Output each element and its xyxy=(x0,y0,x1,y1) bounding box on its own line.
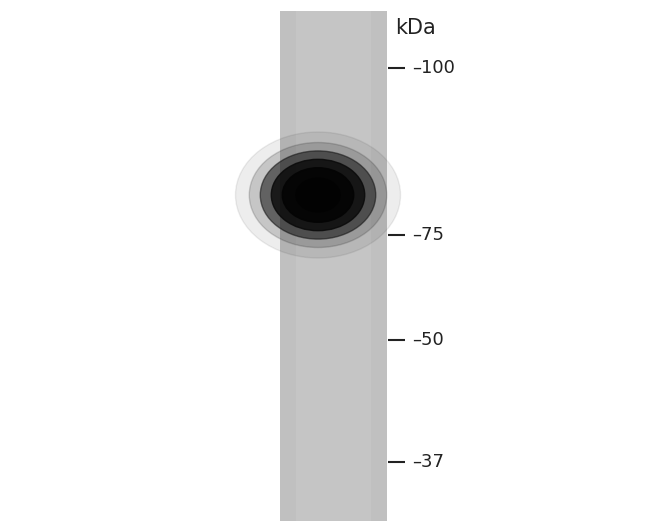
Ellipse shape xyxy=(282,168,354,222)
Bar xyxy=(280,11,387,521)
Ellipse shape xyxy=(249,143,387,247)
Text: kDa: kDa xyxy=(395,18,436,38)
Ellipse shape xyxy=(271,159,365,231)
Text: –37: –37 xyxy=(412,453,444,471)
Ellipse shape xyxy=(260,151,376,239)
Bar xyxy=(296,11,370,521)
Ellipse shape xyxy=(235,132,400,258)
Text: –100: –100 xyxy=(412,59,455,77)
Text: –50: –50 xyxy=(412,331,444,349)
Ellipse shape xyxy=(296,178,340,212)
Text: –75: –75 xyxy=(412,226,444,244)
